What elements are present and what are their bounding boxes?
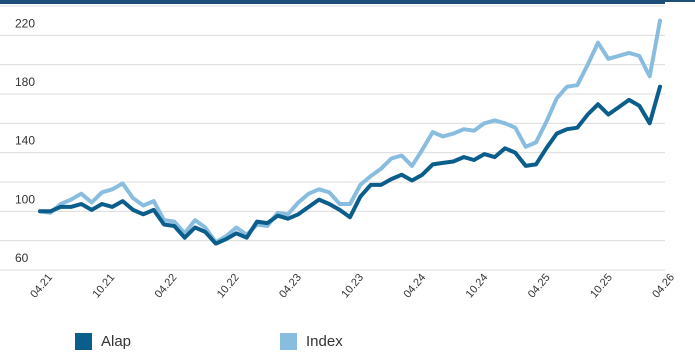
- x-axis-ticks: 04.21 10.21 04.22 10.22 04.23 10.23 04.24 10.24…: [28, 272, 677, 301]
- x-tick-label: 10.24: [464, 272, 491, 301]
- legend: Alap Index: [0, 333, 695, 356]
- y-axis-ticks: 60 100 140 180 220: [15, 16, 35, 265]
- header-rule: [0, 0, 695, 6]
- y-tick-label: 220: [15, 16, 35, 30]
- x-tick-label: 04.23: [277, 272, 304, 301]
- legend-label-index: Index: [306, 333, 343, 350]
- x-tick-label: 10.22: [215, 272, 242, 301]
- series-line-alap: [38, 84, 662, 246]
- x-tick-label: 04.24: [401, 272, 428, 301]
- x-tick-label: 10.21: [90, 272, 117, 301]
- y-tick-label: 140: [15, 134, 35, 148]
- series-line-index: [38, 18, 662, 245]
- header-rule-bar: [0, 0, 665, 4]
- y-tick-label: 180: [15, 75, 35, 89]
- legend-swatch-alap: [75, 333, 92, 350]
- y-tick-label: 100: [15, 192, 35, 206]
- legend-label-alap: Alap: [101, 333, 132, 350]
- x-tick-label: 04.26: [650, 272, 677, 301]
- legend-item-alap: Alap: [75, 333, 131, 350]
- gridlines: [0, 5, 665, 271]
- series-layer: [38, 18, 662, 246]
- x-tick-label: 04.21: [28, 272, 55, 301]
- line-chart: 60 100 140 180 220 04.21 10.21 04.22 10.22 04.23…: [0, 5, 677, 301]
- x-tick-label: 04.22: [153, 272, 180, 301]
- x-tick-label: 10.25: [588, 272, 615, 301]
- y-tick-label: 60: [15, 251, 29, 265]
- x-tick-label: 10.23: [339, 272, 366, 301]
- legend-item-index: Index: [280, 333, 343, 350]
- header-rule-end: [665, 0, 695, 2]
- legend-swatch-index: [280, 333, 297, 350]
- x-tick-label: 04.25: [526, 272, 553, 301]
